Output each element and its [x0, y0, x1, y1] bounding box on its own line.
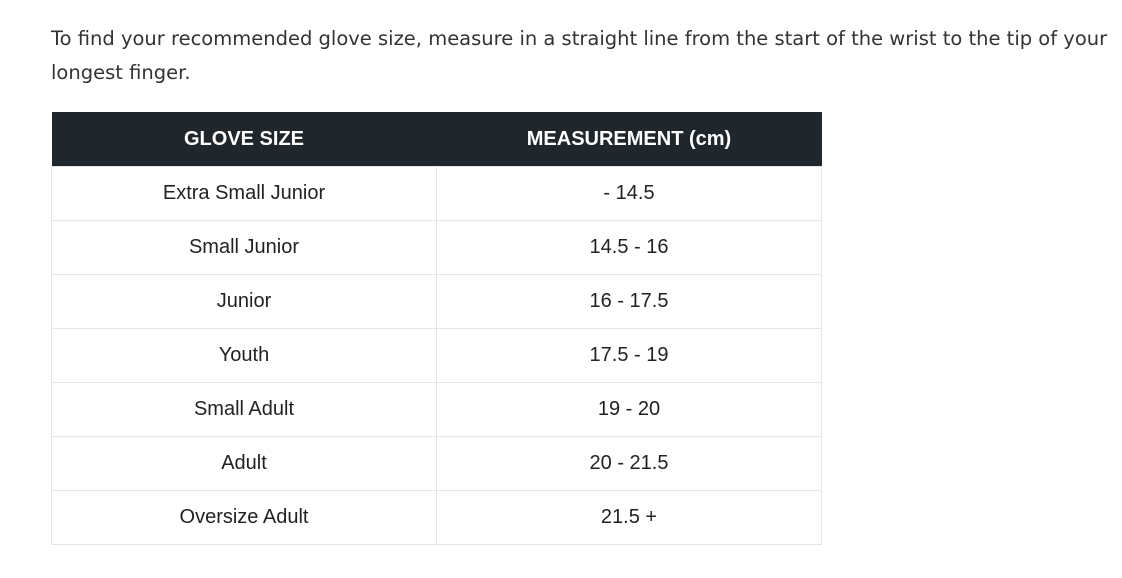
header-glove-size: GLOVE SIZE [51, 112, 437, 167]
measurement-cell: - 14.5 [436, 166, 822, 221]
glove-size-cell: Small Junior [51, 220, 437, 275]
header-measurement: MEASUREMENT (cm) [436, 112, 822, 167]
table-row: Small Adult 19 - 20 [51, 382, 822, 437]
table-row: Extra Small Junior - 14.5 [51, 166, 822, 221]
intro-text: To find your recommended glove size, mea… [51, 27, 1108, 84]
table-row: Adult 20 - 21.5 [51, 436, 822, 491]
measurement-cell: 14.5 - 16 [436, 220, 822, 275]
glove-size-cell: Junior [51, 274, 437, 329]
measurement-cell: 16 - 17.5 [436, 274, 822, 329]
glove-size-cell: Small Adult [51, 382, 437, 437]
table-header-row: GLOVE SIZE MEASUREMENT (cm) [51, 112, 822, 167]
measurement-cell: 20 - 21.5 [436, 436, 822, 491]
table-row: Junior 16 - 17.5 [51, 274, 822, 329]
glove-size-cell: Adult [51, 436, 437, 491]
measurement-cell: 21.5 + [436, 490, 822, 545]
glove-size-table: GLOVE SIZE MEASUREMENT (cm) Extra Small … [51, 112, 822, 545]
glove-size-cell: Oversize Adult [51, 490, 437, 545]
glove-size-cell: Youth [51, 328, 437, 383]
table-row: Small Junior 14.5 - 16 [51, 220, 822, 275]
table-row: Youth 17.5 - 19 [51, 328, 822, 383]
measurement-cell: 19 - 20 [436, 382, 822, 437]
glove-size-cell: Extra Small Junior [51, 166, 437, 221]
measurement-cell: 17.5 - 19 [436, 328, 822, 383]
table-row: Oversize Adult 21.5 + [51, 490, 822, 545]
